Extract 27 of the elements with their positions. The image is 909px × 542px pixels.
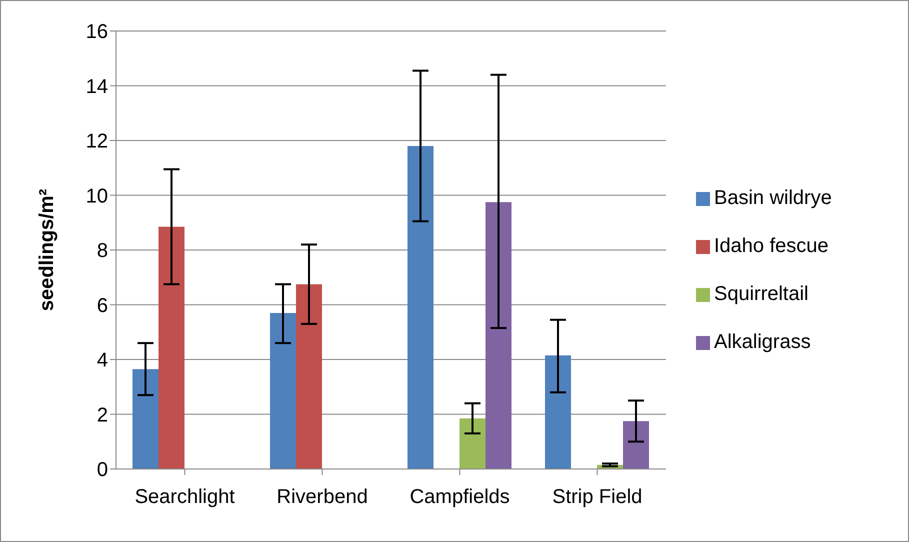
x-tick-label: Campfields [410,486,510,508]
bar [158,226,184,469]
y-tick-label: 8 [96,240,108,262]
y-tick-label: 14 [86,76,108,98]
bar [545,355,571,469]
legend-label: Squirreltail [714,283,808,305]
bar [132,369,158,469]
bar [460,418,486,469]
y-tick-label: 16 [86,21,108,44]
legend-label: Basin wildrye [714,187,832,209]
x-tick-label: Searchlight [134,486,236,508]
y-tick-label: 2 [96,404,108,426]
bar [408,146,434,469]
bar [486,202,512,469]
bar [623,421,649,469]
bar [296,284,322,469]
x-tick-label: Strip Field [552,486,642,508]
legend-label: Alkaligrass [714,331,811,353]
y-tick-label: 6 [96,294,108,317]
y-tick-label: 0 [96,459,108,482]
y-axis-title: seedlings/m² [36,188,58,312]
bar [270,312,296,469]
y-tick-label: 12 [86,130,108,153]
legend-label: Idaho fescue [714,235,829,257]
x-tick-label: Riverbend [276,486,368,508]
y-tick-label: 10 [86,185,108,208]
y-tick-label: 4 [96,350,108,372]
